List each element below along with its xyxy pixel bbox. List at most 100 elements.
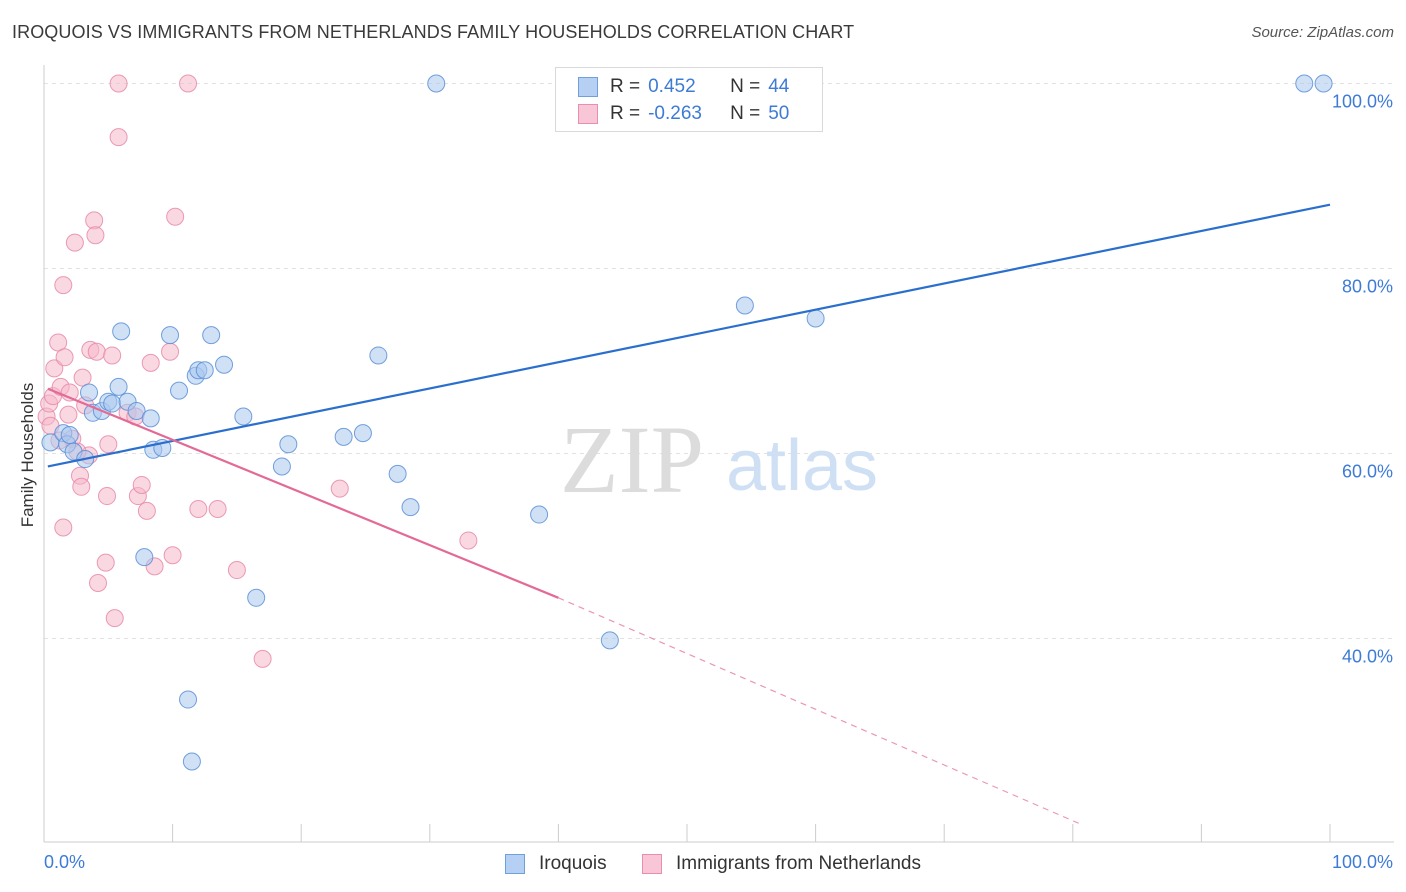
y-tick-label: 100.0% (1332, 92, 1393, 112)
iroquois-point (135, 548, 154, 567)
blue-swatch-icon (578, 77, 598, 97)
chart-title: IROQUOIS VS IMMIGRANTS FROM NETHERLANDS … (12, 22, 855, 42)
iroquois-point (600, 631, 619, 650)
netherlands-point (179, 74, 198, 93)
iroquois-point (247, 588, 266, 607)
netherlands-point (59, 405, 78, 424)
netherlands-trend-line (47, 387, 559, 599)
netherlands-point (72, 477, 91, 496)
iroquois-point (388, 464, 407, 483)
x-tick-label-max: 100.0% (1331, 852, 1393, 872)
n-label: N = (730, 103, 761, 124)
netherlands-point (109, 128, 128, 147)
netherlands-point (141, 353, 160, 372)
iroquois-point (272, 457, 291, 476)
netherlands-point (137, 501, 156, 520)
source-credit: Source: ZipAtlas.com (1251, 24, 1394, 41)
iroquois-point (530, 505, 549, 524)
netherlands-point (96, 553, 115, 572)
iroquois-trend-line (47, 203, 1331, 468)
iroquois-point (369, 346, 388, 365)
x-tick-label-min: 0.0% (44, 852, 86, 872)
pink-swatch-icon (642, 854, 662, 874)
legend-label: Iroquois (539, 853, 607, 874)
iroquois-point (80, 383, 99, 402)
watermark-atlas: atlas (726, 426, 878, 506)
netherlands-point (208, 500, 227, 518)
netherlands-trend-extension (558, 597, 1080, 825)
iroquois-point (1295, 74, 1314, 93)
iroquois-point (112, 322, 131, 341)
iroquois-point (179, 690, 198, 709)
iroquois-point (401, 498, 420, 517)
netherlands-point (65, 233, 84, 252)
iroquois-point (427, 74, 446, 93)
stats-box: R = 0.452 N = 44 R = -0.263 N = 50 (555, 67, 823, 132)
netherlands-point (45, 359, 64, 378)
netherlands-point (86, 226, 105, 245)
iroquois-point (182, 752, 201, 771)
r-value: 0.452 (648, 76, 696, 97)
netherlands-point (330, 479, 349, 498)
iroquois-point (353, 424, 372, 443)
iroquois-point (202, 326, 221, 345)
watermark: ZIP atlas (560, 406, 878, 513)
legend-label: Immigrants from Netherlands (676, 853, 921, 874)
iroquois-point (103, 394, 122, 413)
pink-swatch-icon (578, 104, 598, 124)
iroquois-point (109, 377, 128, 396)
n-value: 44 (768, 76, 790, 97)
iroquois-point (195, 361, 214, 380)
netherlands-point (49, 333, 68, 352)
stats-row-netherlands: R = -0.263 N = 50 (578, 101, 789, 127)
n-value: 50 (768, 103, 790, 124)
netherlands-point (105, 609, 124, 628)
netherlands-point (189, 500, 208, 518)
netherlands-point (132, 475, 151, 494)
iroquois-point (334, 427, 353, 446)
netherlands-point (55, 348, 74, 367)
r-label: R = (610, 103, 641, 124)
iroquois-point (161, 326, 180, 345)
y-tick-label: 60.0% (1342, 462, 1393, 482)
iroquois-point (141, 409, 160, 428)
iroquois-point (215, 355, 234, 374)
iroquois-point (279, 435, 298, 454)
netherlands-point (166, 207, 185, 226)
grid-layer (44, 83, 1394, 639)
netherlands-point (163, 546, 182, 565)
legend: Iroquois Immigrants from Netherlands (0, 850, 1406, 878)
iroquois-point (806, 309, 825, 328)
blue-swatch-icon (505, 854, 525, 874)
iroquois-point (60, 426, 79, 444)
watermark-zip: ZIP (560, 406, 704, 513)
netherlands-point (89, 574, 108, 592)
stats-row-iroquois: R = 0.452 N = 44 (578, 74, 789, 100)
legend-item-netherlands[interactable]: Immigrants from Netherlands (642, 850, 921, 878)
netherlands-point (161, 342, 180, 361)
netherlands-point (73, 368, 92, 387)
axis-layer (43, 65, 1394, 843)
iroquois-point (127, 401, 146, 420)
legend-item-iroquois[interactable]: Iroquois (505, 850, 607, 878)
series-immigrants-from-netherlands (37, 74, 478, 668)
iroquois-point (234, 407, 253, 426)
netherlands-point (54, 518, 73, 537)
iroquois-point (1314, 74, 1333, 93)
netherlands-point (54, 276, 73, 295)
netherlands-point (253, 649, 272, 668)
r-label: R = (610, 76, 641, 97)
netherlands-point (103, 346, 122, 365)
netherlands-point (109, 74, 128, 93)
netherlands-point (98, 487, 117, 506)
netherlands-point (99, 435, 118, 454)
iroquois-point (170, 381, 189, 400)
n-label: N = (730, 76, 761, 97)
trend-lines (47, 203, 1331, 825)
netherlands-point (227, 561, 246, 580)
iroquois-point (735, 296, 754, 315)
netherlands-point (87, 342, 106, 361)
y-tick-label: 80.0% (1342, 277, 1393, 297)
netherlands-point (459, 531, 478, 550)
